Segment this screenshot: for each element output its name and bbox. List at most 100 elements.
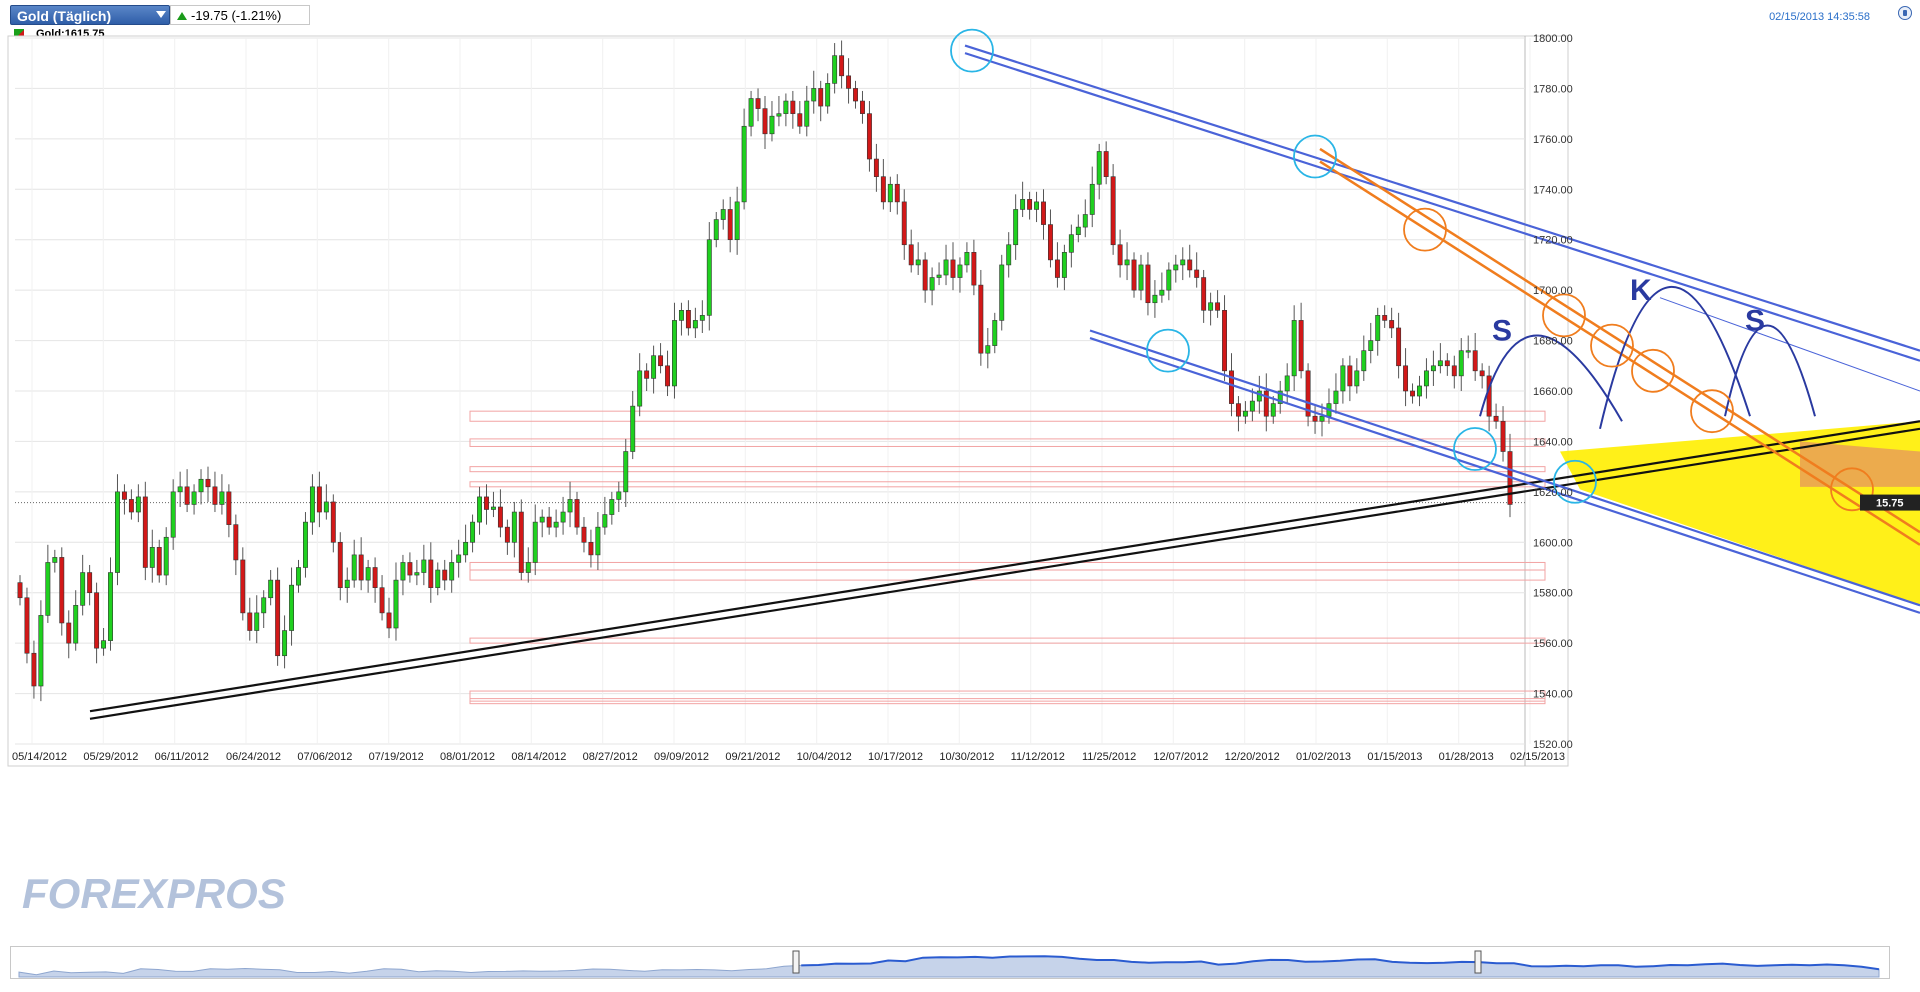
support-zone [469, 466, 1546, 473]
candle-body [1410, 390, 1415, 397]
chart-text: 1800.00 1780.00 1760.00 1740.00 1720.00 1700.… [12, 33, 1920, 917]
candle-body [1437, 360, 1443, 367]
settings-icon[interactable] [1898, 6, 1912, 20]
navigator-selected-line [801, 955, 1880, 971]
candle-body [1277, 390, 1283, 404]
candles [17, 40, 1513, 702]
x-tick-label: 01/15/2013 [1367, 751, 1422, 763]
candle-body [734, 201, 740, 241]
candle-body [442, 569, 448, 581]
candle-body [456, 554, 462, 563]
candle-body [1235, 403, 1241, 417]
candle-body [275, 579, 281, 657]
x-tick-label: 09/21/2012 [725, 751, 780, 763]
candle-body [950, 259, 956, 278]
candle-body [699, 315, 705, 321]
x-tick-label: 06/11/2012 [155, 751, 209, 763]
candle-body [1145, 264, 1151, 304]
y-tick-label: 1780.00 [1533, 83, 1573, 95]
candle-body [804, 100, 810, 127]
cyan-marker [1293, 134, 1337, 179]
candle-body [1263, 390, 1269, 417]
candle-body [644, 370, 650, 379]
candle-body [31, 652, 37, 687]
candle-body [1187, 259, 1193, 271]
candle-body [226, 491, 232, 525]
x-tick-label: 08/14/2012 [511, 751, 566, 763]
candle-body [992, 320, 998, 346]
candle-body [1068, 234, 1074, 253]
candle-body [379, 587, 385, 614]
candle-body [1444, 360, 1450, 367]
orange-marker [1403, 207, 1447, 252]
x-tick-label: 12/20/2012 [1225, 751, 1280, 763]
time-navigator[interactable] [10, 946, 1890, 979]
x-tick-label: 11/12/2012 [1011, 751, 1065, 763]
candle-body [1229, 370, 1234, 404]
candle-body [658, 355, 664, 367]
orange-line-b [1319, 160, 1920, 546]
markers [950, 28, 1874, 512]
candle-body [149, 547, 155, 568]
candle-body [1048, 224, 1053, 261]
candle-body [142, 496, 148, 568]
candle-body [755, 98, 761, 109]
candle-body [309, 486, 315, 523]
toolbar: Gold (Täglich) -19.75 (-1.21%) 02/15/201… [0, 0, 1920, 25]
candle-body [170, 491, 176, 538]
candle-body [943, 259, 949, 276]
legend-swatch [14, 29, 24, 41]
candle-body [1319, 415, 1325, 422]
candle-body [776, 113, 782, 117]
symbol-selector[interactable]: Gold (Täglich) [10, 5, 170, 25]
support-zone [469, 481, 1546, 488]
candle-body [463, 541, 469, 556]
candle-body [1082, 214, 1088, 228]
candle-body [811, 88, 817, 102]
candle-body [1493, 415, 1499, 422]
candle-body [901, 201, 907, 246]
candle-body [344, 579, 350, 588]
candle-body [922, 259, 928, 291]
orange-marker [1830, 467, 1874, 512]
candle-body [546, 516, 552, 528]
y-tick-label: 1740.00 [1533, 184, 1573, 196]
y-tick-label: 1520.00 [1533, 739, 1573, 751]
candle-body [574, 499, 580, 528]
candle-body [135, 496, 141, 513]
candle-body [1089, 183, 1095, 215]
candle-body [1375, 315, 1381, 341]
shoulder-left-arc [1479, 334, 1623, 422]
candle-body [1201, 277, 1207, 311]
candle-body [240, 559, 246, 614]
candle-body [1312, 415, 1318, 422]
x-tick-label: 05/14/2012 [12, 751, 67, 763]
candle-body [880, 176, 886, 203]
price-change: -19.75 (-1.21%) [191, 8, 282, 23]
channel-top-b [964, 52, 1920, 362]
chevron-down-icon[interactable] [156, 11, 166, 18]
candle-body [1368, 340, 1374, 351]
orange-marker [1542, 293, 1586, 338]
candle-body [449, 562, 455, 581]
candle-body [999, 264, 1005, 321]
candle-body [1110, 176, 1116, 246]
candle-body [212, 486, 218, 505]
candle-body [915, 259, 921, 266]
candle-body [372, 567, 378, 588]
candle-body [1249, 400, 1255, 412]
candle-body [490, 506, 496, 510]
cyan-marker [1146, 328, 1190, 373]
candle-body [692, 320, 698, 329]
candle-body [887, 183, 893, 203]
x-tick-label: 07/06/2012 [297, 751, 352, 763]
candle-body [247, 612, 253, 631]
candle-body [1075, 226, 1081, 235]
navigator-preview[interactable] [11, 947, 1889, 978]
candle-body [511, 511, 517, 543]
candle-body [351, 554, 357, 581]
candle-body [45, 562, 51, 616]
x-tick-label: 05/29/2012 [83, 751, 138, 763]
